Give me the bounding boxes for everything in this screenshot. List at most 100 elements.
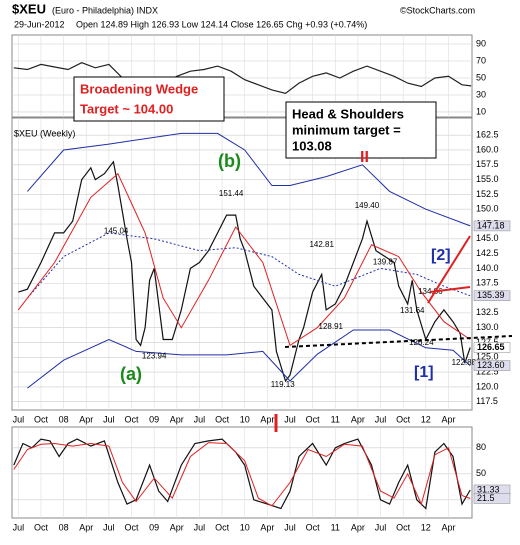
y-tick-label: 130.0 — [476, 322, 499, 332]
y-tick-label: 155.0 — [476, 174, 499, 184]
x-tick-label: Jul — [284, 414, 296, 424]
point-label: 149.40 — [355, 201, 380, 210]
x-tick-label: 12 — [421, 522, 431, 532]
x-tick-label: Jul — [284, 522, 296, 532]
panels — [11, 34, 473, 519]
x-tick-label: Apr — [170, 522, 184, 532]
x-tick-label: Apr — [260, 522, 274, 532]
point-label: 122.88 — [452, 358, 477, 367]
last-value-label: 31.33 — [477, 484, 500, 494]
x-tick-label: 10 — [240, 522, 250, 532]
point-label: 126.24 — [409, 338, 434, 347]
x-tick-label: 08 — [59, 522, 69, 532]
x-tick-label: Oct — [34, 414, 49, 424]
point-label: 145.04 — [104, 227, 129, 236]
x-tick-label: 11 — [331, 522, 340, 532]
point-label: 128.91 — [319, 322, 344, 331]
x-tick-label: Apr — [441, 414, 455, 424]
last-value-box — [473, 290, 511, 301]
x-tick-label: Jul — [13, 414, 25, 424]
series-line — [13, 442, 471, 507]
x-tick-label: 12 — [421, 414, 431, 424]
x-tick-label: Oct — [396, 414, 411, 424]
y-tick-label: 142.5 — [476, 248, 499, 258]
wave-label: (a) — [120, 364, 142, 384]
x-tick-label: Jul — [194, 414, 206, 424]
neckline — [284, 335, 513, 348]
y-tick-label: 140.0 — [476, 263, 499, 273]
series-line — [13, 438, 471, 510]
x-tick-label: Oct — [396, 522, 411, 532]
wedge-line — [429, 286, 471, 293]
note: minimum target = — [292, 122, 401, 137]
y-tick-label: 137.5 — [476, 278, 499, 288]
series-line — [27, 329, 471, 389]
y-tick-label: 90 — [476, 38, 486, 48]
wave-label: (b) — [218, 151, 241, 171]
note: 103.08 — [292, 138, 332, 153]
x-tick-label: Apr — [79, 522, 93, 532]
x-tick-label: Oct — [125, 522, 140, 532]
last-value-label: 123.60 — [477, 360, 505, 370]
y-tick-label: 132.5 — [476, 307, 499, 317]
wave-label: [1] — [414, 364, 434, 381]
y-tick-label: 160.0 — [476, 144, 499, 154]
x-tick-label: Jul — [375, 522, 387, 532]
last-value-box — [473, 493, 511, 504]
x-tick-label: 09 — [149, 414, 159, 424]
x-tick-label: Oct — [125, 414, 140, 424]
last-value-label: 126.65 — [477, 342, 505, 352]
y-tick-label: 117.5 — [476, 396, 498, 406]
point-label: 119.13 — [271, 380, 295, 389]
x-tick-label: Jul — [194, 522, 206, 532]
note: Head & Shoulders — [292, 106, 404, 121]
panel-frame — [11, 117, 473, 411]
x-tick-label: Apr — [351, 414, 365, 424]
note-box — [73, 76, 225, 122]
x-tick-label: Jul — [375, 414, 387, 424]
point-label: 123.94 — [142, 352, 167, 361]
y-tick-label: 70 — [476, 55, 486, 65]
note-box — [285, 101, 437, 159]
date: 29-Jun-2012 — [14, 19, 65, 29]
point-label: 151.44 — [219, 189, 244, 198]
y-tick-label: 125.0 — [476, 352, 499, 362]
x-tick-label: Oct — [215, 522, 230, 532]
overlays: Broadening Wedge Target ~ 104.00 Head & … — [14, 76, 513, 432]
y-tick-label: 157.5 — [476, 159, 499, 169]
last-value-label: 21.5 — [477, 493, 495, 503]
point-label: 131.64 — [400, 306, 425, 315]
wave-label: [2] — [431, 247, 451, 264]
series-line — [27, 232, 471, 299]
series-line — [27, 132, 471, 227]
y-tick-label: 120.0 — [476, 381, 499, 391]
x-tick-label: 08 — [59, 414, 69, 424]
point-label: 142.81 — [309, 240, 334, 249]
y-tick-label: 50 — [476, 72, 486, 82]
y-tick-label: 122.5 — [476, 366, 499, 376]
last-value-box — [473, 220, 511, 232]
chart-label: $XEU (Weekly) — [14, 128, 75, 138]
symbol: $XEU — [12, 1, 46, 16]
y-tick-label: 127.5 — [476, 337, 499, 347]
x-tick-label: 11 — [331, 414, 340, 424]
series-line — [17, 172, 471, 347]
description: (Euro - Philadelphia) INDX — [52, 5, 158, 15]
x-tick-label: Jul — [13, 522, 25, 532]
x-tick-label: Apr — [79, 414, 93, 424]
x-tick-label: Oct — [306, 414, 321, 424]
wave-label: II — [360, 149, 369, 166]
y-tick-label: 152.5 — [476, 189, 499, 199]
point-label: 139.87 — [373, 257, 398, 266]
x-tick-label: Oct — [306, 522, 321, 532]
last-value-box — [473, 342, 511, 353]
y-tick-label: 50 — [476, 468, 486, 478]
last-value-label: 135.39 — [477, 290, 505, 300]
x-tick-label: Apr — [170, 414, 184, 424]
x-tick-label: Oct — [215, 414, 230, 424]
y-tick-label: 145.0 — [476, 233, 499, 243]
series-line — [13, 62, 472, 94]
quote: Open 124.89 High 126.93 Low 124.14 Close… — [76, 19, 367, 29]
y-tick-label: 150.0 — [476, 204, 499, 214]
